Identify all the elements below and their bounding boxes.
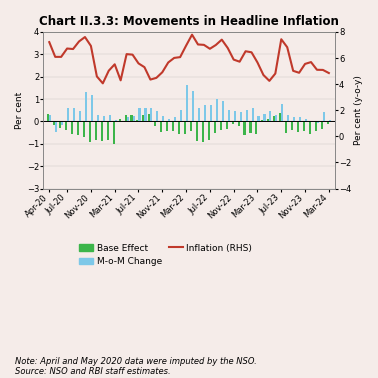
Text: Note: April and May 2020 data were imputed by the NSO.
Source: NSO and RBI staff: Note: April and May 2020 data were imput… — [15, 357, 257, 376]
Bar — [77, 121, 79, 135]
Bar — [303, 121, 305, 131]
Bar — [172, 121, 174, 131]
Bar — [222, 101, 224, 121]
Bar — [47, 113, 49, 121]
Bar — [208, 121, 210, 140]
Bar — [257, 116, 260, 121]
Title: Chart II.3.3: Movements in Headline Inflation: Chart II.3.3: Movements in Headline Infl… — [39, 15, 339, 28]
Bar — [273, 116, 275, 121]
Bar — [156, 111, 158, 121]
Bar — [168, 119, 170, 121]
Bar — [59, 121, 61, 128]
Bar — [180, 110, 182, 121]
Bar — [190, 121, 192, 131]
Bar — [327, 121, 329, 124]
Bar — [115, 119, 117, 121]
Bar — [124, 115, 127, 121]
Bar — [287, 115, 289, 121]
Bar — [263, 114, 265, 121]
Bar — [237, 121, 240, 126]
Bar — [214, 121, 216, 133]
Bar — [279, 113, 281, 121]
Bar — [103, 116, 105, 121]
Bar — [192, 91, 194, 121]
Bar — [246, 110, 248, 121]
Bar — [256, 121, 257, 135]
Bar — [198, 108, 200, 121]
Bar — [148, 114, 150, 121]
Bar — [202, 121, 204, 142]
Bar — [97, 115, 99, 121]
Bar — [261, 119, 263, 121]
Bar — [232, 121, 234, 124]
Bar — [61, 121, 63, 125]
Bar — [220, 121, 222, 130]
Y-axis label: Per cent (y-o-y): Per cent (y-o-y) — [354, 75, 363, 145]
Bar — [53, 121, 55, 125]
Bar — [85, 92, 87, 121]
Bar — [166, 121, 168, 131]
Bar — [186, 85, 188, 121]
Bar — [184, 121, 186, 135]
Bar — [143, 115, 144, 121]
Bar — [321, 121, 323, 129]
Bar — [49, 115, 51, 121]
Bar — [275, 115, 277, 121]
Bar — [101, 121, 103, 141]
Bar — [234, 111, 236, 121]
Bar — [216, 99, 218, 121]
Bar — [67, 108, 69, 121]
Bar — [107, 121, 109, 140]
Bar — [174, 118, 176, 121]
Bar — [251, 108, 254, 121]
Bar — [315, 121, 317, 131]
Bar — [299, 118, 301, 121]
Bar — [119, 119, 121, 121]
Bar — [305, 119, 307, 121]
Bar — [196, 121, 198, 141]
Bar — [113, 121, 115, 144]
Bar — [329, 119, 331, 121]
Bar — [150, 108, 152, 121]
Bar — [144, 108, 147, 121]
Bar — [138, 108, 141, 121]
Bar — [178, 121, 180, 135]
Bar — [109, 115, 111, 121]
Bar — [267, 119, 270, 121]
Bar — [160, 121, 162, 132]
Bar — [65, 121, 67, 130]
Bar — [89, 121, 91, 142]
Bar — [317, 121, 319, 123]
Bar — [243, 121, 246, 135]
Bar — [291, 121, 293, 130]
Bar — [228, 110, 230, 121]
Bar — [240, 112, 242, 121]
Bar — [210, 105, 212, 121]
Bar — [270, 111, 271, 121]
Bar — [91, 95, 93, 121]
Bar — [204, 105, 206, 121]
Bar — [136, 119, 138, 121]
Bar — [323, 112, 325, 121]
Bar — [127, 118, 129, 121]
Bar — [83, 121, 85, 136]
Bar — [71, 121, 73, 135]
Bar — [55, 121, 57, 132]
Bar — [133, 116, 135, 121]
Bar — [79, 111, 81, 121]
Legend: Base Effect, M-o-M Change, Inflation (RHS): Base Effect, M-o-M Change, Inflation (RH… — [76, 240, 256, 270]
Bar — [293, 118, 295, 121]
Y-axis label: Per cent: Per cent — [15, 91, 24, 129]
Bar — [130, 115, 133, 121]
Bar — [309, 121, 311, 135]
Bar — [226, 121, 228, 129]
Bar — [249, 121, 251, 133]
Bar — [285, 121, 287, 133]
Bar — [73, 108, 75, 121]
Bar — [162, 116, 164, 121]
Bar — [95, 121, 97, 140]
Bar — [297, 121, 299, 132]
Bar — [281, 104, 284, 121]
Bar — [154, 121, 156, 126]
